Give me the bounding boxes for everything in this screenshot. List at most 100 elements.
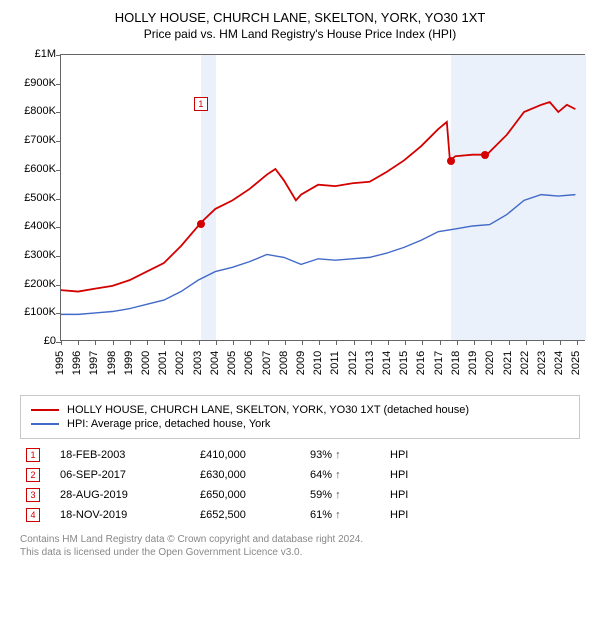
sale-marker: 3 (26, 488, 40, 502)
y-tick (56, 256, 61, 257)
sale-price: £630,000 (200, 469, 310, 481)
title-block: HOLLY HOUSE, CHURCH LANE, SKELTON, YORK,… (10, 10, 590, 41)
sale-dot (481, 151, 489, 159)
x-tick-label: 2006 (243, 351, 255, 375)
x-tick-label: 1998 (106, 351, 118, 375)
y-tick-label: £600K (24, 163, 56, 175)
x-tick (560, 340, 561, 345)
x-tick-label: 2016 (415, 351, 427, 375)
x-tick (543, 340, 544, 345)
x-tick-label: 2018 (450, 351, 462, 375)
legend-swatch (31, 423, 59, 425)
x-tick (388, 340, 389, 345)
y-tick (56, 313, 61, 314)
x-tick-label: 1999 (123, 351, 135, 375)
y-tick (56, 141, 61, 142)
legend-label: HOLLY HOUSE, CHURCH LANE, SKELTON, YORK,… (67, 404, 469, 416)
sale-pct: 59% ↑ (310, 489, 390, 501)
x-tick-label: 2014 (381, 351, 393, 375)
chart: 124 £0£100K£200K£300K£400K£500K£600K£700… (10, 49, 590, 389)
y-tick-label: £800K (24, 105, 56, 117)
x-tick (422, 340, 423, 345)
x-tick-label: 2012 (347, 351, 359, 375)
x-tick (440, 340, 441, 345)
x-tick-label: 2004 (209, 351, 221, 375)
sale-dot (197, 220, 205, 228)
x-tick (371, 340, 372, 345)
x-tick-label: 2013 (364, 351, 376, 375)
sale-marker: 4 (26, 508, 40, 522)
x-tick (526, 340, 527, 345)
x-tick (147, 340, 148, 345)
x-tick-label: 2008 (278, 351, 290, 375)
x-tick-label: 1996 (71, 351, 83, 375)
x-tick (164, 340, 165, 345)
series-line (61, 102, 575, 291)
sale-pct: 93% ↑ (310, 449, 390, 461)
y-tick-label: £0 (44, 335, 56, 347)
sale-price: £650,000 (200, 489, 310, 501)
legend-label: HPI: Average price, detached house, York (67, 418, 270, 430)
sale-dot (447, 157, 455, 165)
x-tick (95, 340, 96, 345)
x-tick-label: 2005 (226, 351, 238, 375)
sale-date: 06-SEP-2017 (60, 469, 200, 481)
sale-date: 28-AUG-2019 (60, 489, 200, 501)
y-tick (56, 199, 61, 200)
x-tick-label: 1995 (54, 351, 66, 375)
x-tick (457, 340, 458, 345)
sale-date: 18-FEB-2003 (60, 449, 200, 461)
y-tick (56, 84, 61, 85)
chart-subtitle: Price paid vs. HM Land Registry's House … (10, 27, 590, 41)
x-tick-label: 2021 (502, 351, 514, 375)
y-tick (56, 170, 61, 171)
x-tick-label: 2011 (329, 351, 341, 375)
sale-ref: HPI (390, 509, 450, 521)
y-tick (56, 227, 61, 228)
x-tick (577, 340, 578, 345)
y-tick-label: £1M (35, 48, 56, 60)
y-tick-label: £200K (24, 278, 56, 290)
x-tick-label: 2025 (570, 351, 582, 375)
x-tick (233, 340, 234, 345)
x-tick-label: 2009 (295, 351, 307, 375)
legend-row: HPI: Average price, detached house, York (31, 418, 569, 430)
x-tick (491, 340, 492, 345)
x-tick (61, 340, 62, 345)
x-tick-label: 2003 (192, 351, 204, 375)
sale-price: £652,500 (200, 509, 310, 521)
sales-table: 118-FEB-2003£410,00093% ↑HPI206-SEP-2017… (20, 445, 580, 525)
y-tick-label: £900K (24, 77, 56, 89)
x-tick-label: 2020 (484, 351, 496, 375)
x-tick (250, 340, 251, 345)
x-tick-label: 2024 (553, 351, 565, 375)
x-tick-label: 2007 (261, 351, 273, 375)
sale-ref: HPI (390, 469, 450, 481)
legend-row: HOLLY HOUSE, CHURCH LANE, SKELTON, YORK,… (31, 404, 569, 416)
y-tick-label: £500K (24, 192, 56, 204)
x-tick-label: 2001 (157, 351, 169, 375)
x-tick (78, 340, 79, 345)
x-tick (216, 340, 217, 345)
y-tick-label: £400K (24, 220, 56, 232)
x-tick (319, 340, 320, 345)
sale-pct: 61% ↑ (310, 509, 390, 521)
x-tick (285, 340, 286, 345)
x-tick (405, 340, 406, 345)
x-tick (199, 340, 200, 345)
x-tick (113, 340, 114, 345)
x-tick-label: 2002 (174, 351, 186, 375)
sale-ref: HPI (390, 449, 450, 461)
sale-marker: 1 (26, 448, 40, 462)
x-tick-label: 2022 (519, 351, 531, 375)
y-tick-label: £300K (24, 249, 56, 261)
sale-date: 18-NOV-2019 (60, 509, 200, 521)
footer-line-2: This data is licensed under the Open Gov… (20, 546, 580, 559)
sale-marker: 2 (26, 468, 40, 482)
sale-price: £410,000 (200, 449, 310, 461)
x-tick-label: 2015 (398, 351, 410, 375)
plot-area: 124 (60, 54, 585, 341)
x-tick (336, 340, 337, 345)
sales-row: 328-AUG-2019£650,00059% ↑HPI (20, 485, 580, 505)
series-line (61, 195, 575, 315)
